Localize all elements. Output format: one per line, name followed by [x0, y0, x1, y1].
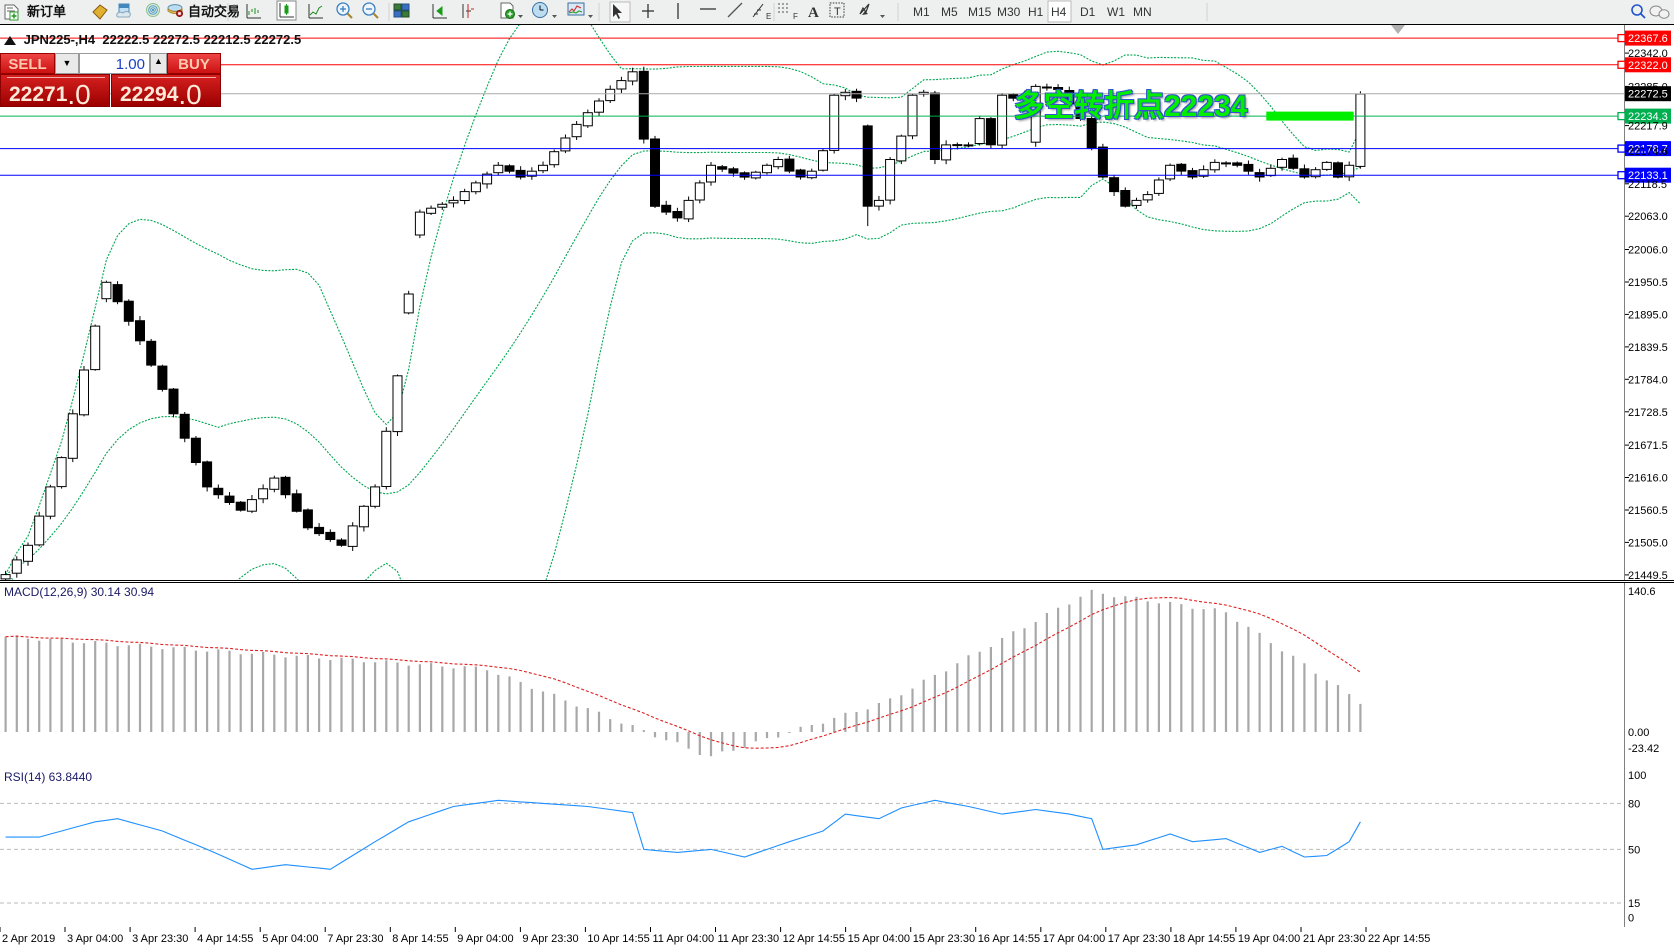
svg-text:17 Apr 04:00: 17 Apr 04:00: [1043, 933, 1105, 945]
svg-text:2 Apr 2019: 2 Apr 2019: [2, 933, 55, 945]
svg-text:W1: W1: [1107, 5, 1125, 19]
svg-text:21 Apr 23:30: 21 Apr 23:30: [1303, 933, 1365, 945]
svg-text:M5: M5: [941, 5, 958, 19]
svg-text:100: 100: [1628, 770, 1646, 782]
svg-text:新订单: 新订单: [27, 4, 66, 19]
svg-text:0.00: 0.00: [1628, 727, 1649, 739]
svg-text:自动交易: 自动交易: [188, 4, 240, 19]
svg-text:11 Apr 04:00: 11 Apr 04:00: [653, 933, 715, 945]
svg-text:15: 15: [1628, 898, 1640, 910]
svg-text:4 Apr 14:55: 4 Apr 14:55: [197, 933, 253, 945]
svg-text:3 Apr 04:00: 3 Apr 04:00: [67, 933, 123, 945]
svg-text:15 Apr 23:30: 15 Apr 23:30: [913, 933, 975, 945]
svg-text:T: T: [834, 6, 841, 18]
svg-text:19 Apr 04:00: 19 Apr 04:00: [1238, 933, 1300, 945]
svg-text:-23.42: -23.42: [1628, 743, 1659, 755]
svg-text:15 Apr 04:00: 15 Apr 04:00: [848, 933, 910, 945]
svg-text:3 Apr 23:30: 3 Apr 23:30: [132, 933, 188, 945]
svg-text:11 Apr 23:30: 11 Apr 23:30: [718, 933, 780, 945]
svg-text:8 Apr 14:55: 8 Apr 14:55: [392, 933, 448, 945]
svg-text:50: 50: [1628, 844, 1640, 856]
svg-text:0: 0: [1628, 912, 1634, 924]
svg-text:140.6: 140.6: [1628, 586, 1656, 598]
svg-text:H4: H4: [1051, 5, 1067, 19]
svg-text:12 Apr 14:55: 12 Apr 14:55: [783, 933, 845, 945]
svg-text:H1: H1: [1028, 5, 1044, 19]
svg-text:9 Apr 23:30: 9 Apr 23:30: [522, 933, 578, 945]
svg-text:M30: M30: [997, 5, 1021, 19]
svg-text:5 Apr 04:00: 5 Apr 04:00: [262, 933, 318, 945]
svg-text:M1: M1: [913, 5, 930, 19]
svg-text:17 Apr 23:30: 17 Apr 23:30: [1108, 933, 1170, 945]
svg-text:7 Apr 23:30: 7 Apr 23:30: [327, 933, 383, 945]
svg-text:22 Apr 14:55: 22 Apr 14:55: [1368, 933, 1430, 945]
svg-text:M15: M15: [968, 5, 992, 19]
svg-text:MN: MN: [1133, 5, 1152, 19]
svg-text:E: E: [766, 12, 771, 21]
svg-text:9 Apr 04:00: 9 Apr 04:00: [457, 933, 513, 945]
svg-text:80: 80: [1628, 798, 1640, 810]
svg-text:F: F: [793, 12, 798, 21]
svg-text:16 Apr 14:55: 16 Apr 14:55: [978, 933, 1040, 945]
svg-text:10 Apr 14:55: 10 Apr 14:55: [587, 933, 649, 945]
svg-text:D1: D1: [1080, 5, 1096, 19]
svg-text:18 Apr 14:55: 18 Apr 14:55: [1173, 933, 1235, 945]
svg-text:A: A: [808, 5, 819, 21]
